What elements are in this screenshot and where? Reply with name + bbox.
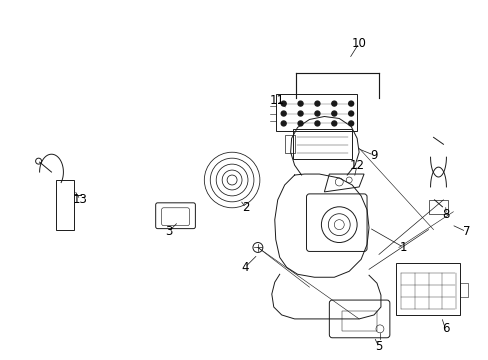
Bar	[395, 264, 459, 315]
Text: 5: 5	[374, 340, 382, 353]
Bar	[275, 94, 356, 131]
Bar	[56, 180, 74, 230]
Circle shape	[281, 111, 285, 116]
Circle shape	[298, 111, 303, 116]
Circle shape	[298, 101, 303, 106]
Text: 11: 11	[269, 94, 284, 107]
Bar	[459, 283, 468, 297]
Bar	[284, 135, 294, 153]
Text: 9: 9	[369, 149, 377, 162]
Text: 12: 12	[349, 159, 364, 172]
Text: 6: 6	[441, 322, 448, 336]
Text: 3: 3	[164, 225, 172, 238]
Text: 1: 1	[399, 241, 407, 254]
Circle shape	[281, 101, 285, 106]
Bar	[427, 200, 447, 214]
Bar	[292, 129, 351, 159]
Circle shape	[314, 111, 319, 116]
Circle shape	[348, 101, 353, 106]
Text: 8: 8	[442, 208, 449, 221]
Circle shape	[331, 111, 336, 116]
Circle shape	[281, 121, 285, 126]
Circle shape	[314, 101, 319, 106]
Text: 7: 7	[462, 225, 469, 238]
Text: 13: 13	[73, 193, 87, 206]
Circle shape	[348, 111, 353, 116]
Circle shape	[348, 121, 353, 126]
Text: 10: 10	[351, 37, 366, 50]
Circle shape	[331, 101, 336, 106]
Text: 2: 2	[242, 201, 249, 214]
Circle shape	[331, 121, 336, 126]
Circle shape	[298, 121, 303, 126]
Text: 4: 4	[241, 261, 248, 274]
Bar	[342, 311, 376, 331]
Circle shape	[314, 121, 319, 126]
